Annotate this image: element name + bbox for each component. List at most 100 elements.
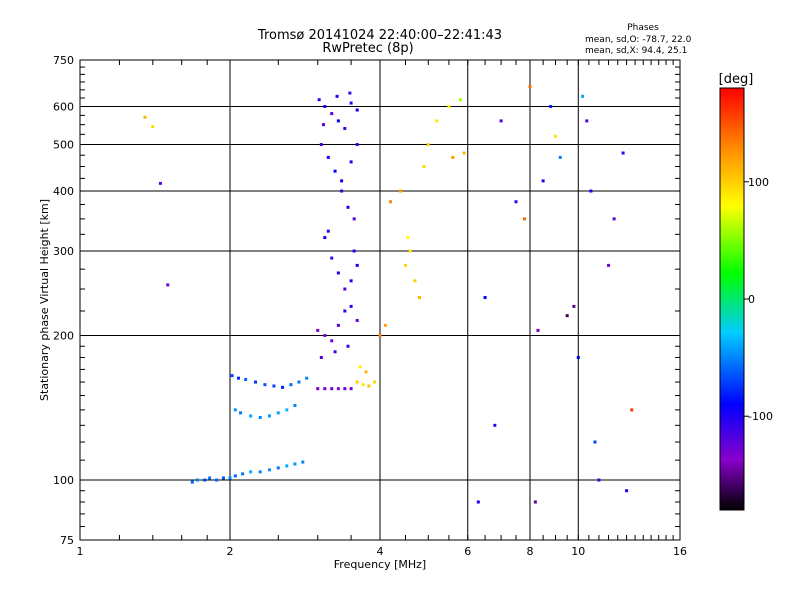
data-point (349, 387, 353, 391)
data-point (330, 387, 334, 391)
data-point (483, 296, 487, 300)
data-point (343, 287, 347, 291)
data-point (447, 105, 451, 109)
data-point (355, 108, 359, 112)
data-point (319, 355, 323, 359)
data-point (355, 263, 359, 267)
colorbar-ticks: 100 0 -100 (744, 176, 773, 423)
data-point (249, 470, 253, 474)
data-point (458, 98, 462, 102)
x-tick-label: 1 (77, 545, 84, 558)
data-point (346, 344, 350, 348)
data-point (630, 408, 634, 412)
x-tick-labels: 1 2 4 6 8 10 16 (77, 545, 688, 558)
data-point (348, 91, 352, 95)
data-point (621, 151, 625, 155)
y-tick-label: 500 (53, 139, 74, 152)
colorbar (719, 87, 745, 511)
data-point (297, 380, 301, 384)
data-point (293, 403, 297, 407)
chart-subtitle: RwPretec (8p) (322, 41, 413, 56)
data-point (244, 377, 248, 381)
data-point (435, 119, 439, 123)
data-point (499, 119, 503, 123)
data-point (333, 350, 337, 354)
data-point (514, 200, 518, 204)
colorbar-label: [deg] (719, 72, 754, 87)
data-point (215, 478, 219, 482)
colorbar-tick-label: -100 (748, 410, 773, 423)
data-point (572, 304, 576, 308)
data-point (558, 155, 562, 159)
data-point (358, 365, 362, 369)
data-point (536, 328, 540, 332)
data-point (399, 189, 403, 193)
data-point (383, 323, 387, 327)
data-point (330, 339, 334, 343)
data-point (319, 143, 323, 147)
data-point (364, 370, 368, 374)
data-point (408, 249, 412, 253)
data-point (323, 105, 327, 109)
stats-o-line: mean, sd,O: -78.7, 22.0 (585, 35, 692, 45)
data-point (476, 500, 480, 504)
data-point (625, 489, 629, 493)
data-point (336, 119, 340, 123)
data-point (346, 205, 350, 209)
data-point (533, 500, 537, 504)
data-point (340, 189, 344, 193)
data-point (523, 217, 527, 221)
data-point (355, 143, 359, 147)
data-point (326, 229, 330, 233)
data-point (336, 387, 340, 391)
data-point (389, 200, 393, 204)
data-point (253, 380, 257, 384)
data-point (230, 374, 234, 378)
stats-title: Phases (627, 23, 659, 33)
data-point (203, 478, 207, 482)
data-point (249, 414, 253, 418)
data-point (355, 318, 359, 322)
data-point (293, 462, 297, 466)
data-point (166, 283, 170, 287)
x-tick-label: 4 (377, 545, 384, 558)
data-point (553, 134, 557, 138)
y-tick-label: 75 (60, 534, 74, 547)
data-point (276, 466, 280, 470)
data-point (321, 123, 325, 127)
data-point (403, 263, 407, 267)
data-point (406, 236, 410, 240)
data-point (426, 143, 430, 147)
data-point (317, 98, 321, 102)
data-point (267, 414, 271, 418)
data-point (316, 328, 320, 332)
data-point (158, 181, 162, 185)
data-point (323, 387, 327, 391)
data-point (336, 271, 340, 275)
plot-area (79, 59, 681, 541)
stats-x-line: mean, sd,X: 94.4, 25.1 (585, 46, 687, 56)
data-point (585, 119, 589, 123)
y-tick-label: 750 (53, 54, 74, 67)
data-point (239, 411, 243, 415)
data-point (272, 384, 276, 388)
data-point (289, 383, 293, 387)
data-point (589, 189, 593, 193)
data-point (330, 112, 334, 116)
data-point (352, 249, 356, 253)
data-point (323, 334, 327, 338)
data-point (565, 314, 569, 318)
data-point (241, 472, 245, 476)
data-point (326, 155, 330, 159)
data-point (607, 263, 611, 267)
data-point (349, 101, 353, 105)
data-point (236, 376, 240, 380)
data-point (316, 387, 320, 391)
data-point (267, 468, 271, 472)
x-axis-label: Frequency [MHz] (334, 558, 426, 571)
data-point (352, 217, 356, 221)
data-point (493, 423, 497, 427)
data-point (263, 383, 267, 387)
data-point (413, 279, 417, 283)
